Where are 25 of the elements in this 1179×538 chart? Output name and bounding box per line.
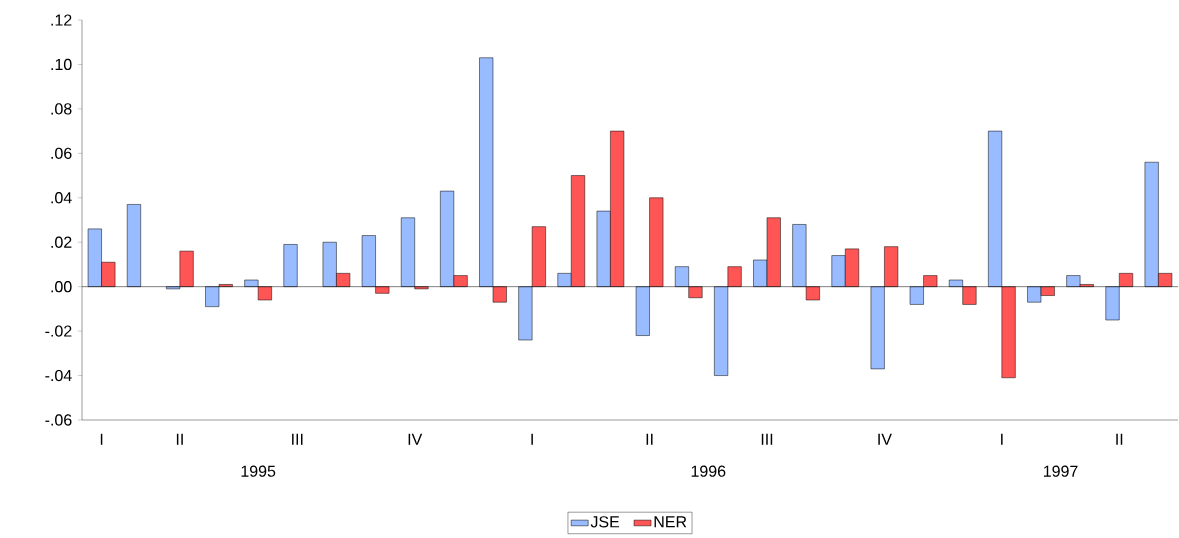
legend-label: NER (654, 516, 687, 528)
x-tick-label: III (761, 433, 773, 445)
x-tick-label: II (176, 433, 183, 445)
text: 1997 (1043, 465, 1078, 477)
y-tick-label: .12 (51, 14, 72, 26)
y-tick-label: -.06 (45, 414, 72, 426)
y-tick-label: .06 (51, 147, 72, 159)
x-tick-label: I (1001, 433, 1003, 445)
y-tick-label: .00 (51, 281, 72, 293)
legend-label: JSE (590, 516, 620, 528)
y-tick-label: .08 (51, 103, 72, 115)
y-tick-label: .10 (51, 58, 72, 71)
x-tick-label: IV (408, 433, 423, 445)
text: 1995 (241, 465, 276, 477)
x-tick-label: II (1116, 433, 1123, 445)
y-tick-label: .02 (51, 236, 72, 248)
x-tick-label: IV (878, 433, 892, 445)
text: 1996 (691, 465, 726, 477)
x-tick-label: I (531, 433, 533, 445)
x-tick-label: I (100, 433, 103, 445)
y-tick-label: -.04 (45, 369, 72, 382)
x-tick-label: II (646, 433, 653, 445)
x-tick-label: III (292, 433, 303, 445)
y-tick-label: .04 (51, 192, 72, 204)
y-tick-label: -.02 (45, 325, 72, 337)
